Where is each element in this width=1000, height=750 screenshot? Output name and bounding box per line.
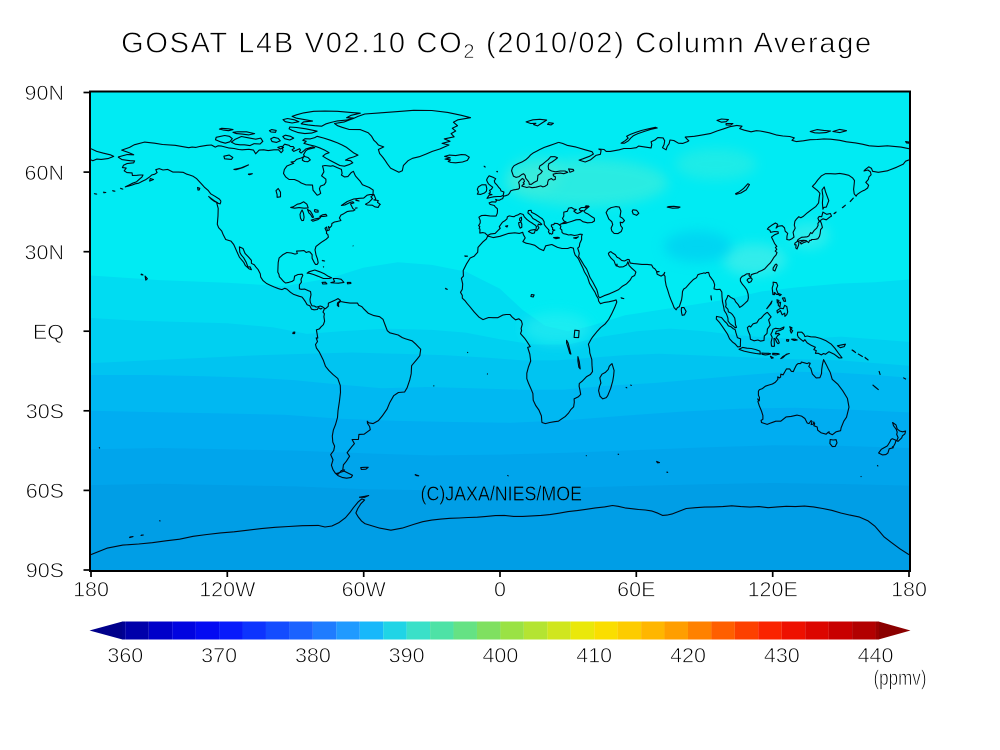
svg-text:370: 370 bbox=[201, 644, 237, 668]
svg-text:EQ: EQ bbox=[33, 320, 64, 344]
svg-text:30S: 30S bbox=[26, 400, 64, 424]
svg-text:90S: 90S bbox=[26, 559, 64, 583]
svg-text:30N: 30N bbox=[25, 240, 64, 264]
svg-text:(C)JAXA/NIES/MOE: (C)JAXA/NIES/MOE bbox=[421, 484, 583, 506]
svg-text:GOSAT L4B V02.10 CO2 (2010/02): GOSAT L4B V02.10 CO2 (2010/02) Column Av… bbox=[121, 28, 873, 64]
svg-text:180: 180 bbox=[891, 578, 927, 602]
svg-text:420: 420 bbox=[670, 644, 706, 668]
svg-text:180: 180 bbox=[73, 578, 109, 602]
svg-text:60N: 60N bbox=[25, 161, 64, 185]
svg-text:440: 440 bbox=[858, 644, 894, 668]
svg-text:60E: 60E bbox=[617, 578, 655, 602]
svg-text:400: 400 bbox=[482, 644, 518, 668]
svg-text:430: 430 bbox=[764, 644, 800, 668]
svg-text:360: 360 bbox=[107, 644, 143, 668]
svg-text:(ppmv): (ppmv) bbox=[874, 666, 927, 690]
svg-text:60S: 60S bbox=[26, 479, 64, 503]
svg-text:390: 390 bbox=[389, 644, 425, 668]
svg-text:120W: 120W bbox=[199, 578, 256, 602]
svg-text:410: 410 bbox=[576, 644, 612, 668]
svg-text:60W: 60W bbox=[342, 578, 387, 602]
svg-text:0: 0 bbox=[494, 578, 506, 602]
svg-text:120E: 120E bbox=[748, 578, 798, 602]
svg-text:380: 380 bbox=[295, 644, 331, 668]
svg-text:90N: 90N bbox=[25, 81, 64, 105]
